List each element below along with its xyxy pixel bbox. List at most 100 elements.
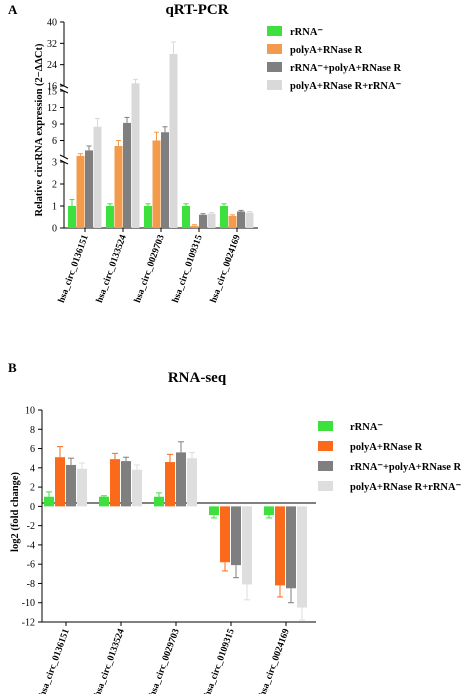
bar-polya-rnase-r-rrna-minus xyxy=(77,468,87,507)
bar-rrna-minus-polya-rnase-r xyxy=(85,150,93,228)
panel-b-y-tick-label: 10 xyxy=(25,406,35,417)
legend-swatch-rrna-minus xyxy=(267,26,282,36)
legend-swatch-polya-rnase-r-rrna-minus xyxy=(267,80,282,90)
bar-rrna-minus-polya-rnase-r xyxy=(123,122,131,228)
panel-a-x-tick-label: hsa_circ_0024169 xyxy=(209,233,243,304)
panel-b-x-tick-label: hsa_circ_0109315 xyxy=(203,627,237,694)
bar-polya-rnase-r-rrna-minus xyxy=(187,458,197,507)
bar-rrna-minus xyxy=(99,496,109,507)
panel-a-axis-break-mark xyxy=(59,154,69,160)
panel-b-y-tick-label: -8 xyxy=(27,579,35,590)
bar-rrna-minus xyxy=(264,506,274,516)
legend-swatch-rrna-minus-polya-rnase-r xyxy=(267,62,282,72)
legend-swatch-rrna-minus-polya-rnase-r xyxy=(318,461,333,471)
bar-polya-rnase-r-rrna-minus xyxy=(207,213,216,228)
bar-polya-rnase-r-rrna-minus xyxy=(297,506,307,608)
panel-b-x-tick-label: hsa_circ_0133524 xyxy=(93,627,127,694)
legend-label-rrna-minus: rRNA⁻ xyxy=(290,27,323,38)
bar-rrna-minus xyxy=(106,206,114,228)
legend-label-polya-rnase-r: polyA+RNase R xyxy=(350,442,423,453)
bar-polya-rnase-r-rrna-minus xyxy=(245,212,254,228)
bar-rrna-minus-polya-rnase-r xyxy=(176,452,186,507)
panel-b-y-tick-label: 2 xyxy=(30,483,35,494)
bar-polya-rnase-r-rrna-minus xyxy=(131,83,140,228)
bar-polya-rnase-r xyxy=(275,506,285,586)
panel-b-title: RNA-seq xyxy=(168,370,227,386)
bar-polya-rnase-r xyxy=(152,140,161,228)
legend-swatch-polya-rnase-r-rrna-minus xyxy=(318,481,333,491)
panel-b-letter: B xyxy=(8,360,17,375)
bar-rrna-minus xyxy=(68,206,76,228)
bar-polya-rnase-r-rrna-minus xyxy=(132,469,142,507)
panel-a-x-tick-label: hsa_circ_0136151 xyxy=(57,233,91,304)
panel-b: B RNA-seq log2 (fold change) 10 8 6 4 2 0 -2 -4… xyxy=(8,360,462,694)
legend-swatch-polya-rnase-r xyxy=(267,44,282,54)
panel-b-y-tick-label: 6 xyxy=(30,444,35,455)
panel-b-y-ticks: 10 8 6 4 2 0 -2 -4 -6 -8 -10 -12 xyxy=(22,406,42,629)
bar-polya-rnase-r xyxy=(110,459,120,507)
bar-polya-rnase-r xyxy=(228,215,237,228)
bar-rrna-minus-polya-rnase-r xyxy=(231,506,241,566)
panel-a-y-tick-label: 40 xyxy=(47,18,57,29)
panel-b-x-ticks: hsa_circ_0136151 hsa_circ_0133524 hsa_circ… xyxy=(38,622,292,694)
bar-polya-rnase-r xyxy=(55,457,65,507)
bar-polya-rnase-r-rrna-minus xyxy=(242,506,252,585)
panel-b-x-tick-label: hsa_circ_0024169 xyxy=(258,627,292,694)
panel-b-legend: rRNA⁻ polyA+RNase R rRNA⁻+polyA+RNase R … xyxy=(318,421,462,493)
panel-a-bars xyxy=(68,41,254,228)
panel-a-y-tick-label: 2 xyxy=(52,180,57,191)
panel-b-y-axis-label: log2 (fold change) xyxy=(10,472,21,552)
panel-a-legend: rRNA⁻ polyA+RNase R rRNA⁻+polyA+RNase R … xyxy=(267,26,402,92)
panel-a-y-tick-label: 16 xyxy=(47,82,57,93)
panel-b-x-tick-label: hsa_circ_0029703 xyxy=(148,627,182,694)
panel-b-y-tick-label: 4 xyxy=(30,463,35,474)
panel-a-y-tick-label: 9 xyxy=(52,120,57,131)
legend-label-rrna-minus: rRNA⁻ xyxy=(350,422,383,433)
panel-a-y-tick-label: 1 xyxy=(52,202,57,213)
bar-polya-rnase-r xyxy=(190,225,199,228)
bar-rrna-minus xyxy=(154,496,164,507)
panel-a-x-tick-label: hsa_circ_0109315 xyxy=(171,233,205,304)
panel-b-x-tick-label: hsa_circ_0136151 xyxy=(38,627,72,694)
panel-b-y-tick-label: -6 xyxy=(27,560,35,571)
panel-b-y-tick-label: 0 xyxy=(30,502,35,513)
panel-a-x-tick-label: hsa_circ_0133524 xyxy=(95,233,129,304)
bar-rrna-minus-polya-rnase-r xyxy=(161,132,169,228)
panel-a-y-tick-label: 24 xyxy=(47,60,57,71)
bar-rrna-minus xyxy=(144,206,152,228)
bar-rrna-minus xyxy=(220,206,228,228)
legend-label-rrna-minus-polya-rnase-r: rRNA⁻+polyA+RNase R xyxy=(290,63,402,74)
panel-a-y-tick-label: 6 xyxy=(52,136,57,147)
panel-a-y-tick-label: 12 xyxy=(47,103,57,114)
panel-b-y-tick-label: -10 xyxy=(22,598,35,609)
bar-rrna-minus-polya-rnase-r xyxy=(237,211,245,228)
panel-a-y-tick-label: 0 xyxy=(52,224,57,235)
panel-a-y-tick-label: 15 xyxy=(47,87,57,98)
panel-a-y-axis-label: Relative circRNA expression (2−ΔΔCt) xyxy=(34,43,45,217)
bar-polya-rnase-r xyxy=(165,462,175,507)
bar-rrna-minus-polya-rnase-r xyxy=(286,506,296,589)
panel-b-y-tick-label: -4 xyxy=(27,540,35,551)
panel-a-x-ticks: hsa_circ_0136151 hsa_circ_0133524 hsa_circ… xyxy=(57,228,243,304)
legend-label-rrna-minus-polya-rnase-r: rRNA⁻+polyA+RNase R xyxy=(350,462,462,473)
panel-a: A qRT-PCR Relative circRNA expression (2… xyxy=(8,2,402,304)
bar-polya-rnase-r-rrna-minus xyxy=(93,126,102,228)
panel-b-y-tick-label: 8 xyxy=(30,425,35,436)
bar-rrna-minus-polya-rnase-r xyxy=(66,464,76,507)
panel-a-y-tick-label: 3 xyxy=(52,158,57,169)
bar-rrna-minus xyxy=(44,496,54,507)
bar-rrna-minus-polya-rnase-r xyxy=(121,461,131,507)
bar-rrna-minus xyxy=(209,506,219,516)
legend-label-polya-rnase-r-rrna-minus: polyA+RNase R+rRNA⁻ xyxy=(350,482,462,493)
bar-rrna-minus xyxy=(182,206,190,228)
bar-polya-rnase-r xyxy=(220,506,230,563)
legend-label-polya-rnase-r-rrna-minus: polyA+RNase R+rRNA⁻ xyxy=(290,81,402,92)
panel-b-bars xyxy=(44,441,307,621)
panel-a-letter: A xyxy=(8,2,18,17)
panel-a-y-tick-label: 32 xyxy=(47,39,57,50)
panel-b-y-tick-label: -12 xyxy=(22,618,35,629)
bar-polya-rnase-r xyxy=(114,146,123,228)
panel-a-x-tick-label: hsa_circ_0029703 xyxy=(133,233,167,304)
